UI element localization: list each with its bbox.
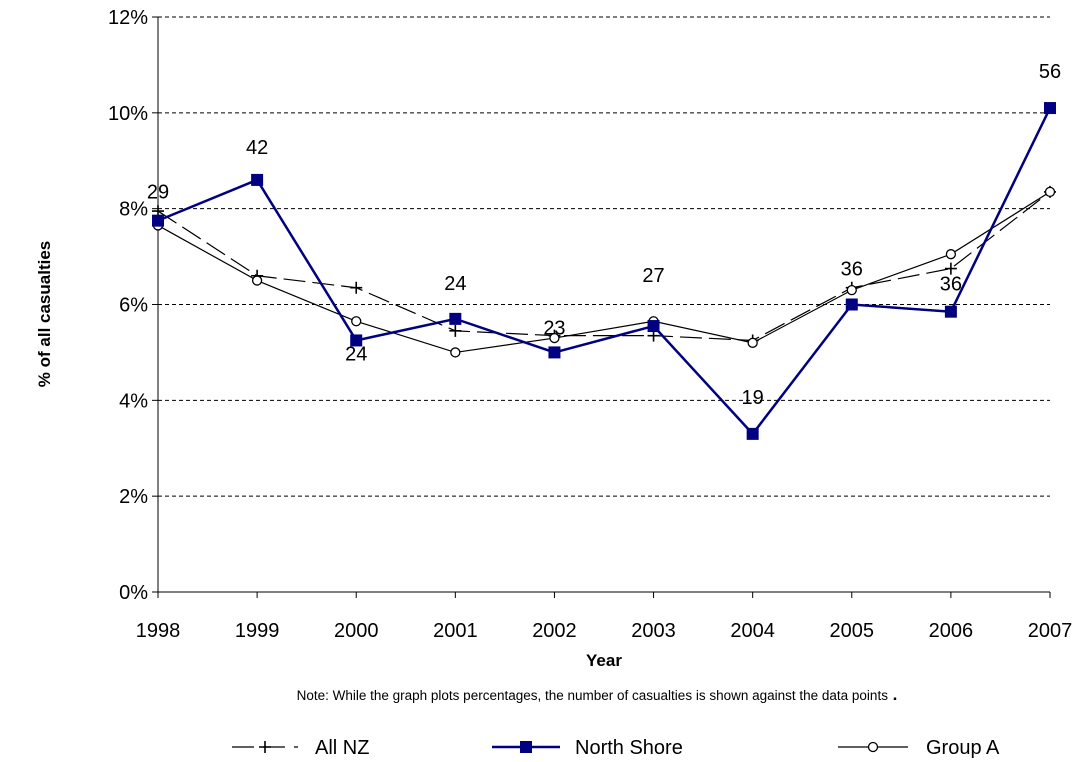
legend-marker-all-nz [259,741,271,753]
point-north-shore [350,334,363,347]
point-north-shore [548,346,561,359]
series-lines [157,107,1052,436]
point-north-shore [944,305,957,318]
y-axis-title: % of all casualties [35,241,54,387]
data-label: 24 [444,273,466,295]
point-group-a [945,249,957,260]
point-group-a [251,275,263,286]
point-group-a [1044,186,1056,198]
point-all-nz [449,324,462,337]
data-labels: 29 42 24 24 23 27 19 36 36 56 [147,61,1061,409]
point-north-shore [746,427,759,440]
point-north-shore [647,320,660,333]
series-line-north-shore [157,107,1052,436]
x-tick-label: 2004 [730,620,775,642]
point-all-nz [944,262,957,275]
x-tick-label: 2000 [334,620,379,642]
point-group-a [747,337,758,348]
series-line-group-a [157,191,1051,354]
point-north-shore [449,312,462,325]
point-group-a [846,284,857,296]
x-axis-title: Year [586,651,622,670]
point-all-nz [350,281,363,294]
data-label: 29 [147,182,169,204]
x-axis-ticks: 1998 1999 2000 2001 2002 2003 2004 2005 2006 2007 [136,592,1073,642]
data-label: 19 [742,387,764,409]
point-north-shore [1044,102,1056,115]
data-label: 27 [642,265,664,287]
series-line-all-nz [157,191,1051,342]
y-tick-label: 0% [119,582,148,604]
legend-label-group-a: Group A [926,737,1000,759]
legend-marker-north-shore [520,741,532,753]
y-tick-label: 8% [119,199,148,221]
x-tick-label: 2006 [929,620,974,642]
legend: All NZ North Shore Group A [232,737,1000,759]
series-markers [152,102,1056,440]
gridlines [158,16,1050,497]
point-group-a [351,316,362,327]
data-label: 56 [1039,61,1061,83]
data-label: 23 [543,317,565,339]
x-tick-label: 2001 [433,620,478,642]
y-tick-label: 10% [108,103,148,125]
y-tick-label: 4% [119,390,148,412]
x-tick-label: 2005 [830,620,875,642]
point-north-shore [251,173,264,186]
x-tick-label: 2002 [532,620,577,642]
point-north-shore [152,214,164,227]
point-group-a [549,332,560,344]
x-tick-label: 1998 [136,620,181,642]
x-tick-label: 2007 [1028,620,1073,642]
x-tick-label: 2003 [631,620,676,642]
point-group-a [450,347,461,358]
data-label: 24 [345,343,367,365]
point-north-shore [845,298,858,311]
chart-note: Note: While the graph plots percentages,… [297,685,898,704]
legend-label-north-shore: North Shore [575,737,683,759]
x-tick-label: 1999 [235,620,280,642]
data-label: 36 [940,274,962,296]
y-tick-label: 2% [119,486,148,508]
legend-label-all-nz: All NZ [315,737,369,759]
data-label: 36 [841,259,863,281]
y-axis-ticks: 0% 2% 4% 6% 8% 10% 12% [108,7,158,604]
data-label: 42 [246,137,268,159]
y-tick-label: 12% [108,7,148,29]
legend-marker-group-a [867,741,879,753]
y-tick-label: 6% [119,295,148,317]
